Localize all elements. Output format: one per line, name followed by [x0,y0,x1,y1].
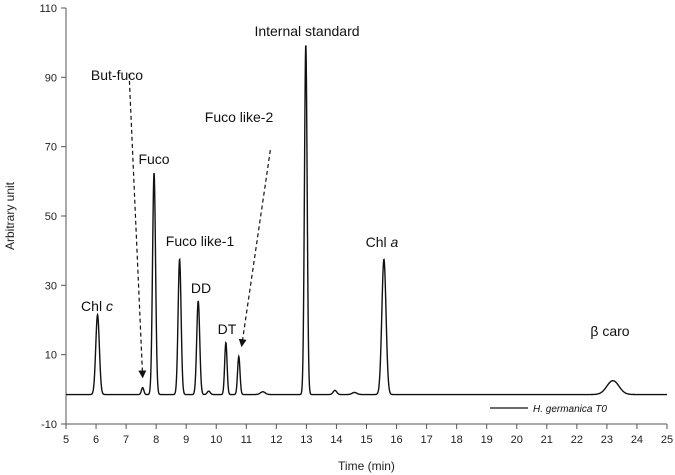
peak-label-text: Chl [81,298,106,314]
peak-label-internal-standard: Internal standard [254,23,359,39]
peak-label-text: β caro [590,323,629,339]
y-ticks: -10 10 30 50 70 90 110 [39,3,66,431]
y-tick-label: 70 [45,142,57,154]
y-tick-label: 90 [45,72,57,84]
legend-label: H. germanica T0 [533,404,607,415]
x-tick-label: 12 [270,434,282,446]
peak-label-text: Fuco [138,151,169,167]
peak-label-italic: a [391,234,399,250]
y-tick-label: -10 [41,419,57,431]
peak-label-fuco: Fuco [138,151,169,167]
peak-label-dt: DT [218,321,237,337]
x-tick-label: 23 [601,434,613,446]
x-tick-label: 19 [481,434,493,446]
y-axis-title: Arbitrary unit [3,181,17,250]
x-tick-label: 22 [571,434,583,446]
x-ticks: 5 6 7 8 9 10 11 12 13 14 15 16 17 18 19 20 21 22 23 24 25 [63,424,673,446]
dashed-arrow-fuco-like-2 [238,150,271,348]
y-tick-label: 10 [45,350,57,362]
y-tick-label: 50 [45,211,57,223]
x-tick-label: 10 [210,434,222,446]
legend: H. germanica T0 [490,404,607,415]
axes [65,8,667,425]
peak-label-text: Chl [366,234,391,250]
x-tick-label: 14 [330,434,342,446]
x-tick-label: 6 [93,434,99,446]
x-tick-label: 7 [123,434,129,446]
peak-label-text: Fuco like-1 [166,233,235,249]
peak-annotations: Chl c But-fuco Fuco Fuco like-1 DD DT Fuco lik… [81,23,630,379]
peak-label-dd: DD [191,280,211,296]
peak-label-but-fuco: But-fuco [91,67,143,83]
x-tick-label: 18 [451,434,463,446]
peak-label-text: Internal standard [254,23,359,39]
peak-label-text: DD [191,280,211,296]
y-tick-label: 110 [39,3,57,15]
peak-label-chl-c: Chl c [81,298,113,314]
peak-label-italic: c [106,298,113,314]
x-tick-label: 8 [153,434,159,446]
x-tick-label: 11 [241,434,252,446]
x-tick-label: 24 [631,434,643,446]
peak-label-text: Fuco like-2 [205,109,274,125]
x-tick-label: 5 [63,434,69,446]
peak-label-fuco-like-2: Fuco like-2 [205,109,274,125]
peak-label-fuco-like-1: Fuco like-1 [166,233,235,249]
peak-label-chl-a: Chl a [366,234,399,250]
peak-label-beta-caro: β caro [590,323,629,339]
x-tick-label: 21 [541,434,553,446]
x-tick-label: 17 [420,434,432,446]
x-tick-label: 16 [390,434,402,446]
series-line-h-germanica-t0 [66,45,667,396]
x-tick-label: 15 [360,434,372,446]
peak-label-text: DT [218,321,237,337]
x-tick-label: 13 [300,434,312,446]
dashed-arrow-but-fuco [128,73,147,379]
x-tick-label: 25 [661,434,673,446]
y-tick-label: 30 [45,280,57,292]
x-axis-title: Time (min) [338,459,395,473]
x-tick-label: 20 [511,434,523,446]
x-tick-label: 9 [183,434,189,446]
peak-label-text: But-fuco [91,67,143,83]
